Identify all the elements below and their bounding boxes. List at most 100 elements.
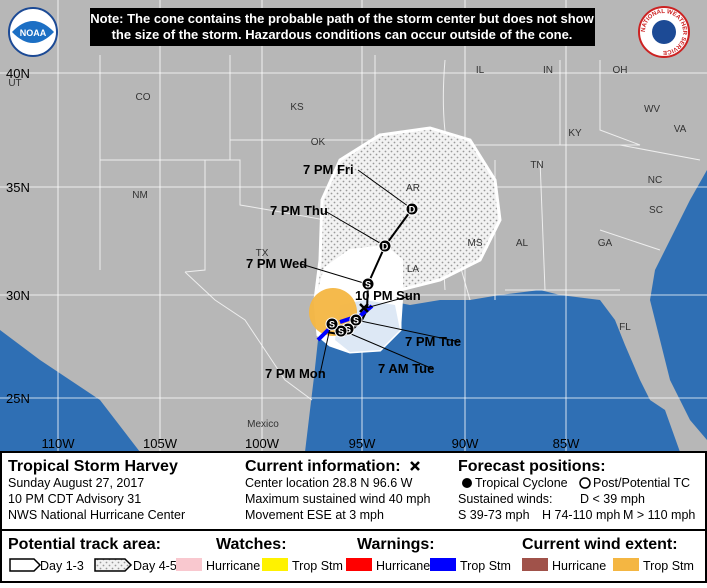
storm-name: Tropical Storm Harvey — [8, 458, 178, 475]
wind-s: S 39-73 mph — [458, 508, 530, 522]
forecast-marker — [325, 317, 339, 331]
legend-panel: Tropical Storm Harvey Sunday August 27, … — [0, 451, 707, 583]
note-box — [90, 8, 595, 46]
current-icon — [410, 461, 420, 471]
warn-hurricane-swatch — [346, 558, 372, 571]
place-label: MS — [468, 238, 483, 249]
place-label: TX — [256, 248, 269, 259]
track-title: Potential track area: — [8, 536, 161, 553]
track-day45: Day 4-5 — [133, 559, 177, 573]
wind-trop-swatch — [613, 558, 639, 571]
ptc-icon — [579, 477, 591, 489]
forecast-symbol: S — [329, 320, 335, 330]
place-label: SC — [649, 205, 663, 216]
note-line: the size of the storm. Hazardous conditi… — [112, 27, 573, 42]
warn-trop: Trop Stm — [460, 559, 511, 573]
forecast-time: 10 PM Sun — [355, 288, 421, 303]
forecast-marker — [405, 202, 419, 216]
lon-label: 90W — [452, 436, 479, 451]
forecast-marker — [361, 277, 375, 291]
current-position — [359, 303, 369, 313]
storm-line: Sunday August 27, 2017 — [8, 476, 144, 490]
labels: 40N 35N 30N 25N 110W 105W 100W 95W 90W 85W UT CO KS N… — [6, 65, 687, 451]
forecast-symbol: S — [345, 325, 351, 335]
wind-title: Current wind extent: — [522, 536, 678, 553]
watch-hurricane-swatch — [176, 558, 202, 571]
place-label: UT — [8, 78, 21, 89]
forecast-tc: Tropical Cyclone — [475, 476, 568, 490]
winds-title: Sustained winds: — [458, 492, 553, 506]
leader-line — [355, 319, 461, 343]
forecast-marker — [378, 239, 392, 253]
warnings-title: Warnings: — [357, 536, 435, 553]
lat-label: 25N — [6, 391, 30, 406]
place-label: KY — [568, 128, 582, 139]
pacific — [0, 330, 140, 452]
leader-line — [343, 330, 434, 370]
nws-center — [652, 20, 676, 44]
forecast-ptc: Post/Potential TC — [593, 476, 690, 490]
map: 40N 35N 30N 25N 110W 105W 100W 95W 90W 85W UT CO KS N… — [0, 0, 707, 452]
place-label: WV — [644, 104, 660, 115]
leader-line — [357, 169, 413, 210]
forecast-time: 7 AM Tue — [378, 361, 434, 376]
lon-label: 100W — [245, 436, 280, 451]
wind-hurricane: Hurricane — [552, 559, 606, 573]
place-label: CO — [136, 92, 151, 103]
forecast-marker — [349, 313, 363, 327]
lon-label: 105W — [143, 436, 178, 451]
place-label: IL — [476, 65, 485, 76]
noaa-wave — [12, 21, 54, 43]
leader-line — [365, 295, 411, 309]
place-label: AR — [406, 183, 420, 194]
wind-d: D < 39 mph — [580, 492, 645, 506]
place-label: LA — [407, 264, 420, 275]
warn-hurricane: Hurricane — [376, 559, 430, 573]
place-label: OH — [613, 65, 628, 76]
forecast-title: Forecast positions: — [458, 458, 606, 475]
current-line: Maximum sustained wind 40 mph — [245, 492, 431, 506]
forecast-time: 7 PM Mon — [265, 366, 326, 381]
current-line: Movement ESE at 3 mph — [245, 508, 384, 522]
forecast-time: 7 PM Tue — [405, 334, 461, 349]
forecast-symbol: S — [338, 327, 344, 337]
forecast-symbol: S — [353, 316, 359, 326]
lat-label: 40N — [6, 66, 30, 81]
place-label: TN — [530, 160, 543, 171]
wind-trop: Trop Stm — [643, 559, 694, 573]
wind-h: H 74-110 mph — [542, 508, 620, 522]
forecast-marker — [334, 324, 348, 338]
leader-line — [319, 327, 331, 375]
day13-icon — [9, 558, 42, 572]
watch-trop-swatch — [262, 558, 288, 571]
storm-line: 10 PM CDT Advisory 31 — [8, 492, 141, 506]
place-label: KS — [290, 102, 304, 113]
lat-label: 30N — [6, 288, 30, 303]
forecast-time: 7 PM Wed — [246, 256, 307, 271]
forecast-time: 7 PM Thu — [270, 203, 328, 218]
noaa-text: NOAA — [20, 28, 47, 38]
place-label: NM — [132, 190, 148, 201]
current-line: Center location 28.8 N 96.6 W — [245, 476, 413, 490]
place-label: AL — [516, 238, 529, 249]
place-label: VA — [674, 124, 687, 135]
place-label: OK — [311, 137, 326, 148]
warn-trop-swatch — [430, 558, 456, 571]
leader-line — [300, 263, 368, 285]
lon-label: 95W — [349, 436, 376, 451]
place-label: NC — [648, 175, 662, 186]
place-label: GA — [598, 238, 613, 249]
atlantic — [650, 170, 707, 440]
forecast-symbol: D — [382, 242, 389, 252]
track-day13: Day 1-3 — [40, 559, 84, 573]
lon-label: 110W — [42, 436, 76, 451]
note-line: Note: The cone contains the probable pat… — [90, 11, 594, 26]
watches-title: Watches: — [216, 536, 287, 553]
watch-hurricane: Hurricane — [206, 559, 260, 573]
forecast-symbol: S — [365, 280, 371, 290]
forecast-time: 7 PM Fri — [303, 162, 354, 177]
day45-icon — [94, 558, 133, 572]
